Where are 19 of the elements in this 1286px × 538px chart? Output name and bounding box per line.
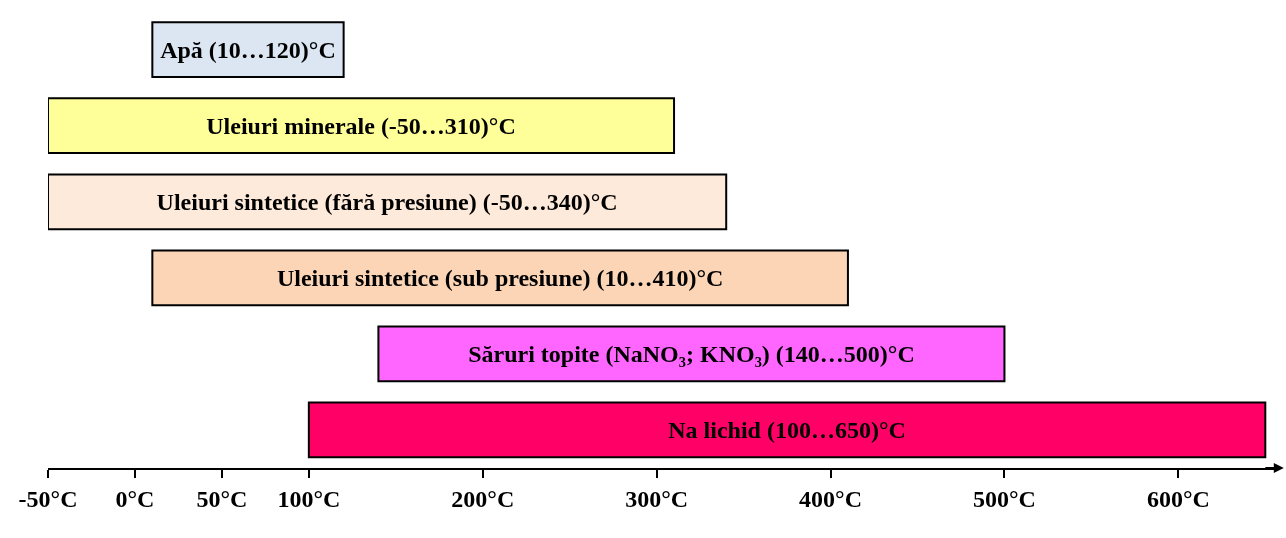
x-tick-label: 50°C bbox=[196, 485, 248, 512]
x-tick-label: 200°C bbox=[451, 485, 515, 512]
x-tick-label: 0°C bbox=[115, 485, 155, 512]
x-tick-label: 100°C bbox=[277, 485, 341, 512]
x-tick-label: 300°C bbox=[625, 485, 689, 512]
x-tick-label: -50°C bbox=[18, 485, 78, 512]
y-tick-label: Uleiuri sintetice (sub presiune) (10…410)°C bbox=[276, 264, 724, 291]
bar bbox=[48, 97, 676, 155]
x-tick-label: 400°C bbox=[799, 485, 863, 512]
y-tick-label: Uleiuri sintetice (fără presiune) (-50…340)°C bbox=[156, 188, 618, 215]
bar bbox=[151, 249, 849, 307]
x-tick-label: 600°C bbox=[1146, 485, 1210, 512]
y-tick-label: Apă (10…120)°C bbox=[160, 36, 336, 63]
x-tick-label: 500°C bbox=[972, 485, 1036, 512]
bar bbox=[48, 173, 728, 231]
bar bbox=[307, 401, 1267, 459]
y-tick-label: Uleiuri minerale (-50…310)°C bbox=[206, 112, 516, 139]
y-tick-label: Săruri topite (NaNO₃; KNO₃) (140…500)°C bbox=[468, 340, 915, 367]
y-tick-label: Na lichid (100…650)°C bbox=[668, 416, 906, 443]
